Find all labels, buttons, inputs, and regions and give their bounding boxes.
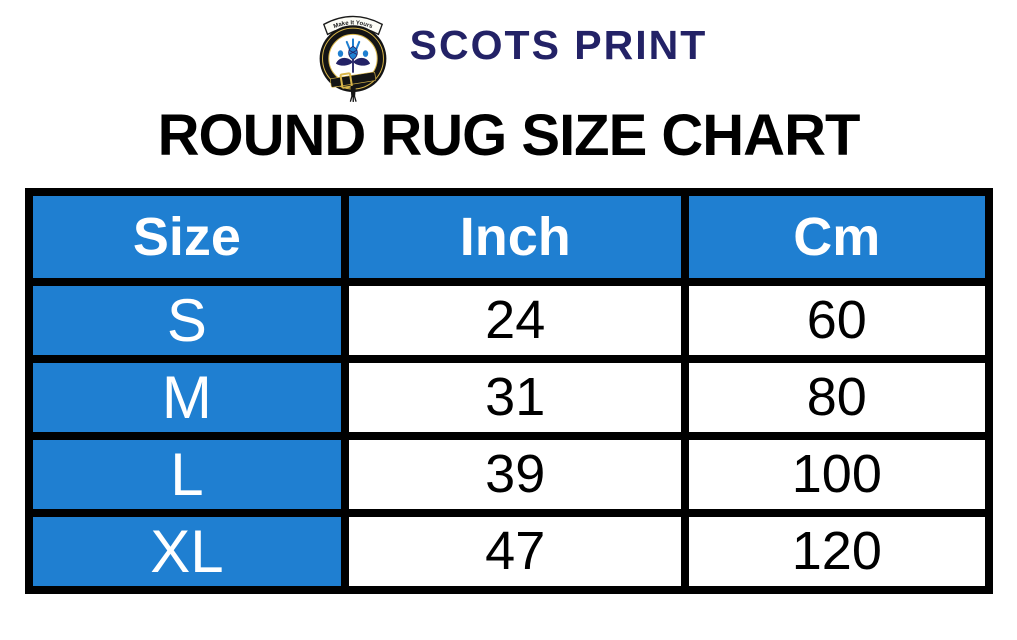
header-inch: Inch: [341, 187, 690, 286]
cm-value: 60: [681, 277, 993, 363]
clan-crest-badge-svg: Make It Yours: [319, 15, 387, 102]
cm-value: 80: [681, 354, 993, 440]
header-row: Size Inch Cm: [24, 187, 993, 286]
thistle-icon: [335, 38, 370, 73]
cm-value: 100: [681, 431, 993, 517]
table-row: M 31 80: [24, 354, 993, 440]
size-value: S: [24, 277, 350, 363]
table-row: XL 47 120: [24, 508, 993, 594]
inch-value: 47: [341, 508, 690, 594]
header-size: Size: [24, 187, 350, 286]
inch-value: 24: [341, 277, 690, 363]
header-cm: Cm: [681, 187, 993, 286]
inch-value: 39: [341, 431, 690, 517]
inch-value: 31: [341, 354, 690, 440]
size-value: XL: [24, 508, 350, 594]
logo-header: Make It Yours: [0, 0, 1017, 102]
cm-value: 120: [681, 508, 993, 594]
strap-tail: [349, 85, 357, 102]
size-chart-table: Size Inch Cm S 24 60 M 31 80 L 39 100 XL…: [24, 187, 993, 594]
brand-name: SCOTS PRINT: [409, 21, 708, 68]
table-row: L 39 100: [24, 431, 993, 517]
belt-buckle-icon: [329, 71, 376, 89]
clan-crest-badge-icon: Make It Yours: [310, 6, 396, 102]
size-value: M: [24, 354, 350, 440]
table-row: S 24 60: [24, 277, 993, 363]
page-title: ROUND RUG SIZE CHART: [157, 103, 861, 168]
size-value: L: [24, 431, 350, 517]
